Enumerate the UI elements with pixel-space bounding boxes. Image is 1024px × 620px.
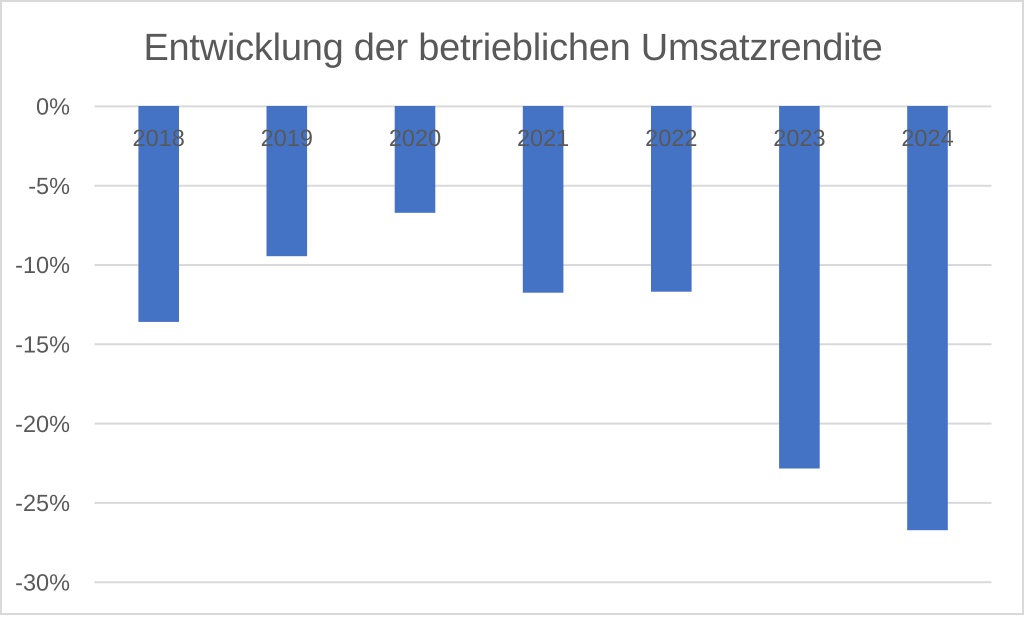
svg-text:0%: 0% [36, 94, 70, 120]
svg-text:-15%: -15% [15, 332, 70, 358]
svg-text:2024: 2024 [901, 125, 953, 151]
svg-text:-5%: -5% [28, 173, 70, 199]
svg-text:Entwicklung der betrieblichen: Entwicklung der betrieblichen Umsatzrend… [143, 27, 882, 69]
svg-text:2018: 2018 [133, 125, 185, 151]
svg-text:2021: 2021 [517, 125, 569, 151]
svg-text:2023: 2023 [773, 125, 825, 151]
svg-text:2019: 2019 [261, 125, 313, 151]
svg-text:2022: 2022 [645, 125, 697, 151]
svg-text:-25%: -25% [15, 490, 70, 516]
svg-text:2020: 2020 [389, 125, 441, 151]
svg-text:-20%: -20% [15, 411, 70, 437]
svg-text:-10%: -10% [15, 252, 70, 278]
svg-text:-30%: -30% [15, 569, 70, 595]
